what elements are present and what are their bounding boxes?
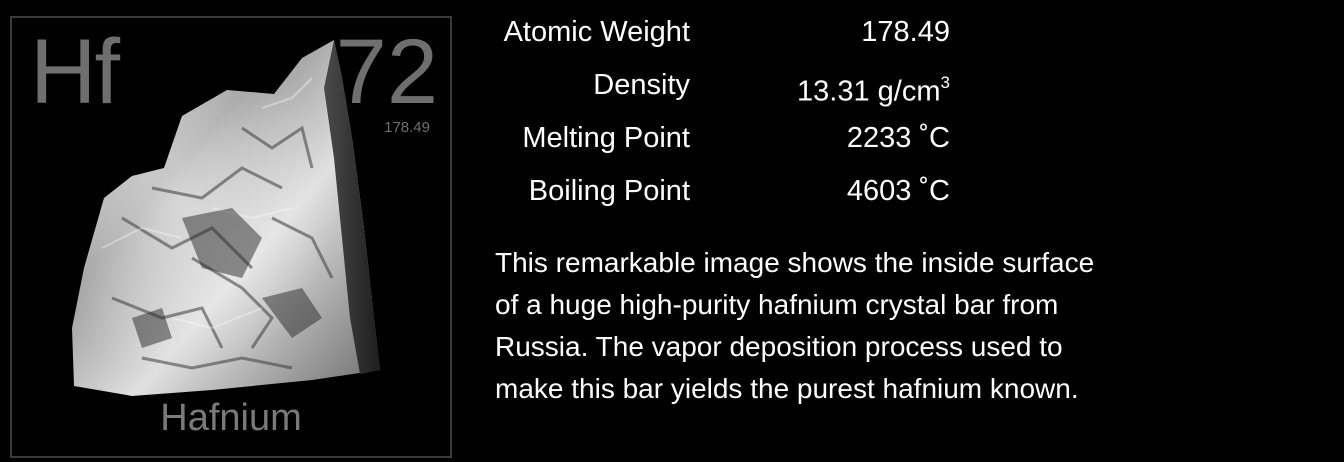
tile-atomic-weight: 178.49 [384, 119, 430, 136]
property-label: Boiling Point [528, 175, 690, 207]
property-label: Density [593, 69, 690, 101]
property-value: 13.31 g/cm3 [797, 73, 950, 108]
property-value: 2233 ˚C [846, 122, 950, 154]
property-label: Melting Point [522, 122, 690, 154]
element-symbol: Hf [30, 21, 120, 123]
property-label: Atomic Weight [503, 16, 690, 48]
property-value: 4603 ˚C [846, 175, 950, 207]
property-row-atomic-weight: Atomic Weight 178.49 [480, 12, 980, 65]
description-line: make this bar yields the purest hafnium … [495, 373, 1079, 404]
description-line: This remarkable image shows the inside s… [495, 247, 1095, 278]
description-line: Russia. The vapor deposition process use… [495, 331, 1063, 362]
element-description: This remarkable image shows the inside s… [495, 242, 1255, 410]
property-row-melting-point: Melting Point 2233 ˚C [480, 118, 980, 171]
description-line: of a huge high-purity hafnium crystal ba… [495, 289, 1059, 320]
atomic-number: 72 [335, 21, 438, 123]
property-row-density: Density 13.31 g/cm3 [480, 65, 980, 118]
density-unit-exponent: 3 [940, 73, 950, 92]
element-name: Hafnium [160, 397, 302, 439]
property-row-boiling-point: Boiling Point 4603 ˚C [480, 171, 980, 224]
property-value: 178.49 [861, 16, 950, 48]
element-tile: Hf 72 178.49 Hafnium [10, 16, 452, 458]
properties-table: Atomic Weight 178.49 Density 13.31 g/cm3… [480, 12, 980, 224]
hafnium-crystal-image [72, 40, 380, 396]
